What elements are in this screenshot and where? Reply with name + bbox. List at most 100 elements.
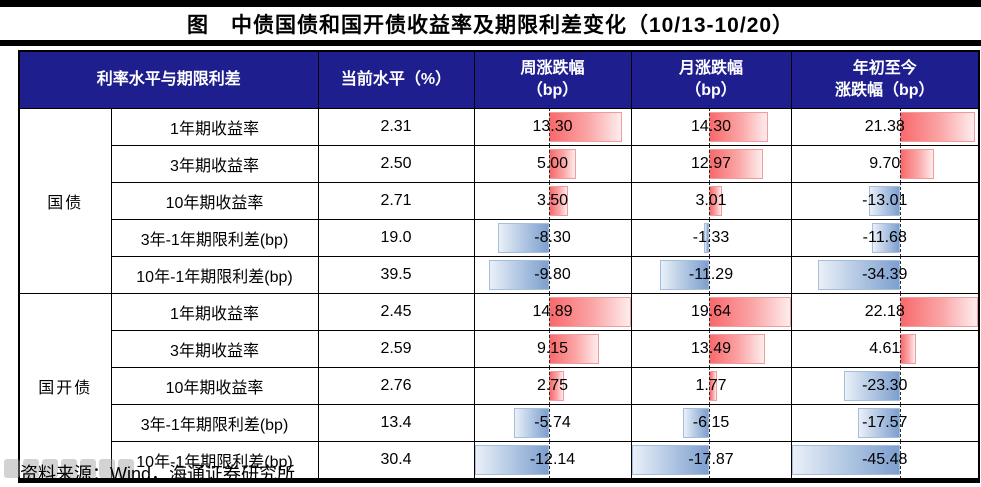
header-rate-level: 利率水平与期限利差 [18, 50, 319, 109]
data-bar [703, 223, 710, 253]
data-bar [844, 371, 900, 401]
week-change-value: 3.50 [536, 192, 569, 209]
zero-axis-line [709, 183, 711, 219]
header-month-line2: （bp） [685, 82, 737, 99]
data-bar [792, 445, 900, 475]
ytd-change-cell: -45.48 [790, 441, 980, 481]
month-change-value: -17.87 [688, 451, 734, 468]
zero-axis-line [549, 146, 551, 182]
month-change-value: 1.77 [695, 377, 727, 394]
data-bar [899, 149, 934, 179]
week-change-value: 13.30 [532, 118, 573, 135]
header-month-line1: 月涨跌幅 [679, 59, 744, 77]
header-ytd-line2: 涨跌幅（bp） [834, 82, 935, 99]
table-row: 3年-1年期限利差(bp) 19.0 -8.30 -1.33 -11.68 [19, 219, 980, 257]
week-change-value: 2.75 [536, 377, 569, 394]
zero-axis-line [709, 220, 711, 256]
data-bar [682, 408, 710, 438]
header-ytd-line1: 年初至今 [852, 59, 917, 77]
week-change-value: 9.15 [536, 340, 569, 357]
current-level-value: 2.71 [317, 182, 475, 220]
table-row: 10年期收益率 2.71 3.50 3.01 -13.01 [19, 182, 980, 220]
week-change-cell: 13.30 [473, 108, 632, 146]
zero-axis-line [709, 146, 711, 182]
month-change-cell: -17.87 [630, 441, 792, 481]
data-bar [899, 334, 916, 364]
current-level-value: 2.59 [317, 330, 475, 368]
title-underline-rule [0, 40, 981, 46]
zero-axis-line [899, 257, 901, 293]
data-bar [549, 112, 622, 142]
current-level-value: 39.5 [317, 256, 475, 294]
header-ytd-change: 年初至今 涨跌幅（bp） [790, 50, 980, 109]
zero-axis-line [709, 442, 711, 479]
zero-axis-line [549, 442, 551, 479]
ytd-change-cell: -13.01 [790, 182, 980, 220]
ytd-change-value: -13.01 [862, 192, 908, 209]
watermark-artifact [4, 459, 134, 478]
metric-label: 3年期收益率 [110, 330, 319, 368]
group-label: 国债 [18, 108, 112, 294]
zero-axis-line [549, 109, 551, 145]
week-change-cell: 3.50 [473, 182, 632, 220]
table-row: 3年期收益率 2.59 9.15 13.49 4.61 [19, 330, 980, 368]
month-change-cell: -6.15 [630, 404, 792, 442]
zero-axis-line [709, 294, 711, 330]
data-bar [632, 445, 710, 475]
table-row: 3年期收益率 2.50 5.00 12.97 9.70 [19, 145, 980, 183]
table-header: 利率水平与期限利差 当前水平（%） 周涨跌幅 （bp） 月涨跌幅 （bp） 年初… [18, 50, 980, 109]
metric-label: 3年-1年期限利差(bp) [110, 219, 319, 257]
ytd-change-cell: 9.70 [790, 145, 980, 183]
week-change-cell: -5.74 [473, 404, 632, 442]
current-level-value: 2.31 [317, 108, 475, 146]
metric-label: 10年期收益率 [110, 182, 319, 220]
week-change-cell: -8.30 [473, 219, 632, 257]
zero-axis-line [899, 109, 901, 145]
week-change-value: -8.30 [534, 229, 571, 246]
current-level-value: 2.45 [317, 293, 475, 331]
data-bar [488, 260, 550, 290]
ytd-change-value: 4.61 [869, 340, 901, 357]
current-level-value: 2.50 [317, 145, 475, 183]
metric-label: 10年-1年期限利差(bp) [110, 256, 319, 294]
ytd-change-value: -34.39 [862, 266, 908, 283]
week-change-cell: 2.75 [473, 367, 632, 405]
table-body: 国债 1年期收益率 2.31 13.30 14.30 21.38 3年期收益率 2.50 5.0… [18, 108, 980, 481]
header-week-line1: 周涨跌幅 [520, 59, 585, 77]
table-row: 国开债 1年期收益率 2.45 14.89 19.64 22.18 [18, 293, 980, 481]
week-change-value: -5.74 [534, 414, 571, 431]
data-bar [549, 334, 600, 364]
week-change-cell: -9.80 [473, 256, 632, 294]
week-change-value: 14.89 [532, 303, 573, 320]
month-change-cell: 12.97 [630, 145, 792, 183]
ytd-change-cell: 21.38 [790, 108, 980, 146]
month-change-value: 12.97 [690, 155, 732, 172]
ytd-change-value: -23.30 [862, 377, 908, 394]
zero-axis-line [709, 368, 711, 404]
metric-label: 3年-1年期限利差(bp) [110, 404, 319, 442]
ytd-change-cell: 4.61 [790, 330, 980, 368]
ytd-change-cell: -23.30 [790, 367, 980, 405]
metric-label: 10年期收益率 [110, 367, 319, 405]
table-row: 10年期收益率 2.76 2.75 1.77 -23.30 [19, 367, 980, 405]
data-bar [817, 260, 900, 290]
data-bar [857, 408, 900, 438]
ytd-change-value: -45.48 [862, 451, 908, 468]
table-row: 10年-1年期限利差(bp) 39.5 -9.80 -11.29 -34.39 [19, 256, 980, 294]
header-week-change: 周涨跌幅 （bp） [473, 50, 632, 109]
metric-label: 10年-1年期限利差(bp) [110, 441, 319, 481]
zero-axis-line [899, 146, 901, 182]
week-change-value: -12.14 [529, 451, 576, 468]
zero-axis-line [899, 405, 901, 441]
data-bar [513, 408, 550, 438]
month-change-cell: -11.29 [630, 256, 792, 294]
month-change-value: -1.33 [692, 229, 730, 246]
month-change-cell: 19.64 [630, 293, 792, 331]
month-change-value: 13.49 [690, 340, 732, 357]
source-note: 资料来源：Wind，海通证券研究所 [20, 464, 296, 484]
month-change-cell: -1.33 [630, 219, 792, 257]
zero-axis-line [899, 331, 901, 367]
data-bar [868, 186, 900, 216]
current-level-value: 19.0 [317, 219, 475, 257]
table-row: 国债 1年期收益率 2.31 13.30 14.30 21.38 [18, 108, 980, 294]
